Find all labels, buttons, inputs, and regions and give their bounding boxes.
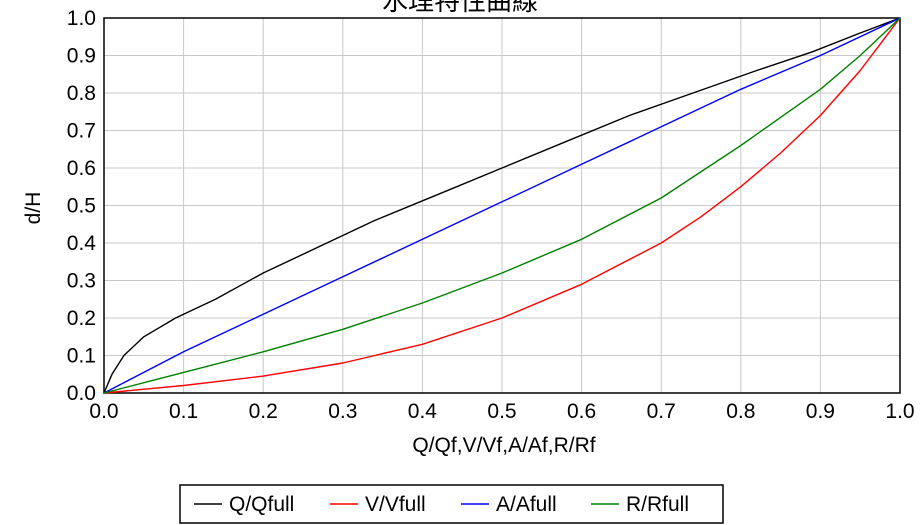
legend-label: Q/Qfull xyxy=(229,493,294,516)
x-tick-label: 0.2 xyxy=(249,400,278,423)
y-tick-label: 1.0 xyxy=(67,7,96,30)
x-tick-label: 1.0 xyxy=(885,400,914,423)
x-tick-label: 0.3 xyxy=(328,400,357,423)
x-tick-label: 0.5 xyxy=(487,400,516,423)
y-tick-label: 0.9 xyxy=(67,45,96,68)
legend-box xyxy=(179,484,724,524)
y-tick-label: 0.0 xyxy=(67,382,96,405)
grid xyxy=(103,17,901,394)
series-line-r-rfull xyxy=(103,17,901,394)
x-tick-label: 0.7 xyxy=(647,400,676,423)
y-tick-label: 0.1 xyxy=(67,345,96,368)
y-tick-label: 0.5 xyxy=(67,195,96,218)
x-tick-label: 0.0 xyxy=(89,400,118,423)
plot-frame xyxy=(103,17,901,394)
x-tick-label: 0.8 xyxy=(726,400,755,423)
legend-label: V/Vfull xyxy=(365,493,426,516)
y-tick-label: 0.7 xyxy=(67,120,96,143)
tick-labels: 0.0 0.1 0.2 0.3 0.4 0.5 0.6 0.7 0.8 0.9 1.0 0.0 0.1 0… xyxy=(67,7,915,423)
y-tick-label: 0.6 xyxy=(67,157,96,180)
legend-label: R/Rfull xyxy=(626,493,689,516)
x-tick-label: 0.9 xyxy=(806,400,835,423)
chart-title: 水理特性曲線 xyxy=(382,0,538,17)
series-line-a-afull xyxy=(103,17,901,394)
y-tick-label: 0.4 xyxy=(67,232,97,255)
y-tick-label: 0.2 xyxy=(67,307,96,330)
series-line-q-qfull xyxy=(103,17,901,394)
x-axis-title: Q/Qf,V/Vf,A/Af,R/Rf xyxy=(412,434,595,457)
legend-label: A/Afull xyxy=(496,493,557,516)
series-line-v-vfull xyxy=(103,17,901,394)
y-tick-label: 0.3 xyxy=(67,270,96,293)
x-tick-label: 0.4 xyxy=(408,400,438,423)
legend: Q/Qfull V/Vfull A/Afull R/Rfull xyxy=(179,484,724,524)
series-lines xyxy=(103,17,901,394)
y-tick-label: 0.8 xyxy=(67,82,96,105)
y-axis-title: d/H xyxy=(22,192,45,225)
x-tick-label: 0.1 xyxy=(169,400,198,423)
x-tick-label: 0.6 xyxy=(567,400,596,423)
